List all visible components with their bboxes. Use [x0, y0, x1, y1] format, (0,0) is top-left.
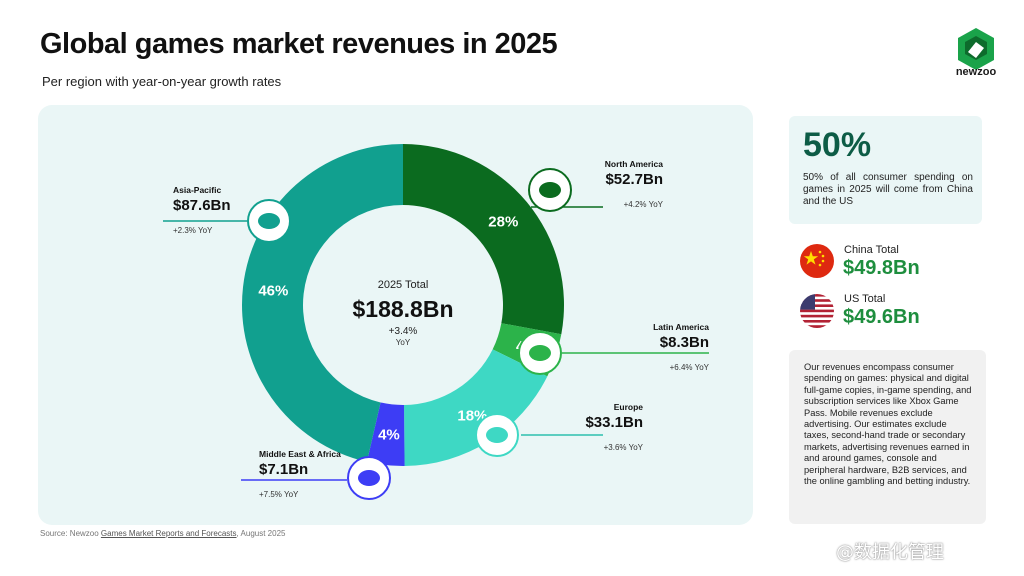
region-value-europe: $33.1Bn	[585, 414, 643, 431]
region-map-shape-europe	[486, 427, 508, 443]
callout-asia-pacific: Asia-Pacific $87.6Bn +2.3% YoY	[163, 185, 291, 243]
center-total-value: $188.8Bn	[352, 296, 453, 322]
region-yoy-middle-east-africa: +7.5% YoY	[259, 490, 299, 499]
logo-text: newzoo	[955, 66, 997, 78]
center-total-label: 2025 Total	[378, 279, 429, 291]
us-flag-icon	[800, 294, 834, 328]
donut-chart: 28%4%18%4%46%2025 Total$188.8Bn+3.4%YoYN…	[163, 144, 710, 500]
center-yoy: +3.4%	[389, 326, 418, 337]
callout-north-america: North America $52.7Bn +4.2% YoY	[528, 159, 664, 212]
region-yoy-asia-pacific: +2.3% YoY	[173, 226, 213, 235]
highlight-text: 50% of all consumer spending on games in…	[803, 172, 973, 207]
source-note: Source: Newzoo Games Market Reports and …	[40, 529, 285, 538]
region-name-europe: Europe	[614, 402, 644, 412]
china-flag-icon	[800, 244, 834, 278]
region-value-middle-east-africa: $7.1Bn	[259, 461, 308, 478]
region-name-latin-america: Latin America	[653, 322, 709, 332]
region-value-asia-pacific: $87.6Bn	[173, 197, 231, 214]
region-yoy-europe: +3.6% YoY	[604, 443, 644, 452]
china-total-label: China Total	[844, 244, 899, 256]
region-map-shape-asia-pacific	[258, 213, 280, 229]
slice-percent-north-america: 28%	[488, 214, 518, 231]
chart-panel: 28%4%18%4%46%2025 Total$188.8Bn+3.4%YoYN…	[38, 105, 753, 525]
page-subtitle: Per region with year-on-year growth rate…	[42, 74, 282, 89]
china-total-value: $49.8Bn	[843, 257, 920, 279]
callout-middle-east-africa: Middle East & Africa $7.1Bn +7.5% YoY	[241, 449, 391, 500]
slice-north-america	[403, 144, 564, 335]
source-suffix: , August 2025	[236, 529, 286, 538]
region-value-latin-america: $8.3Bn	[660, 334, 709, 351]
source-prefix: Source: Newzoo	[40, 529, 101, 538]
region-map-shape-latin-america	[529, 345, 551, 361]
region-name-middle-east-africa: Middle East & Africa	[259, 449, 341, 459]
region-name-north-america: North America	[605, 159, 664, 169]
us-total-label: US Total	[844, 293, 886, 305]
slice-europe	[403, 349, 548, 466]
region-value-north-america: $52.7Bn	[605, 171, 663, 188]
slice-percent-europe: 18%	[457, 408, 487, 425]
highlight-card: 50% 50% of all consumer spending on game…	[789, 116, 982, 224]
methodology-note-text: Our revenues encompass consumer spending…	[804, 362, 972, 487]
region-yoy-north-america: +4.2% YoY	[624, 200, 664, 209]
region-name-asia-pacific: Asia-Pacific	[173, 185, 221, 195]
region-map-shape-north-america	[539, 182, 561, 198]
center-yoy-label: YoY	[396, 338, 411, 347]
slice-middle-east-africa	[366, 402, 405, 466]
region-map-shape-middle-east-africa	[358, 470, 380, 486]
newzoo-logo-icon	[958, 28, 994, 70]
callout-latin-america: Latin America $8.3Bn +6.4% YoY	[518, 322, 710, 375]
callout-europe: Europe $33.1Bn +3.6% YoY	[475, 402, 644, 457]
slice-percent-middle-east-africa: 4%	[378, 427, 400, 444]
watermark: @数据化管理	[836, 542, 944, 563]
us-total-value: $49.6Bn	[843, 306, 920, 328]
highlight-percent: 50%	[803, 126, 872, 164]
region-yoy-latin-america: +6.4% YoY	[670, 363, 710, 372]
methodology-note-card: Our revenues encompass consumer spending…	[789, 350, 986, 524]
slice-percent-asia-pacific: 46%	[258, 282, 288, 299]
source-link[interactable]: Games Market Reports and Forecasts	[100, 529, 237, 538]
page-title: Global games market revenues in 2025	[40, 28, 558, 60]
